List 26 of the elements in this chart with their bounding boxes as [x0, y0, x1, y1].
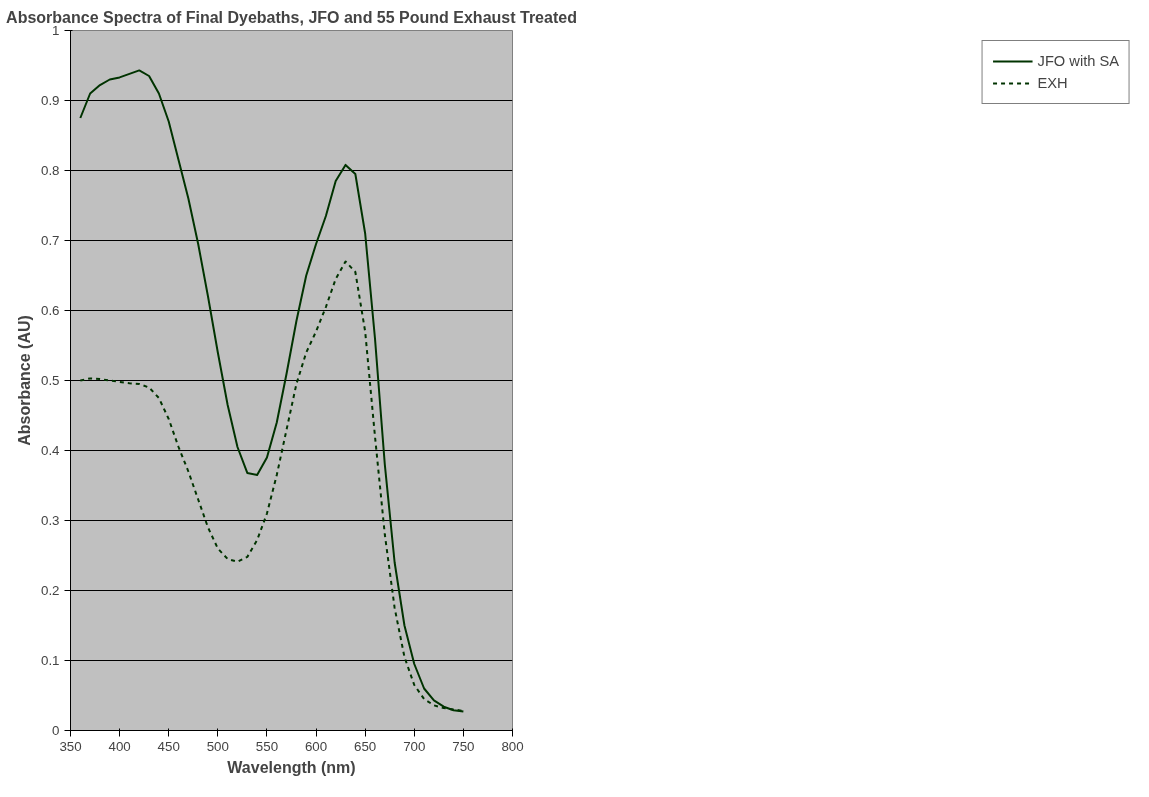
y-tick-label: 0.2	[40, 583, 60, 598]
y-tick-label: 0.9	[40, 93, 60, 108]
x-tick-label: 500	[206, 738, 229, 754]
x-tick-label: 450	[157, 738, 180, 754]
x-tick-label: 600	[304, 738, 328, 754]
x-axis-title: Wavelength (nm)	[227, 758, 356, 776]
y-tick-label: 0.4	[40, 443, 61, 458]
y-tick-label: 0.8	[40, 163, 60, 178]
legend-label: EXH	[1037, 75, 1068, 91]
x-tick-label: 550	[255, 738, 279, 754]
y-tick-label: 0.6	[40, 303, 60, 318]
y-tick-label: 0	[52, 723, 60, 738]
y-tick-label: 0.3	[40, 513, 60, 528]
x-tick-label: 800	[501, 738, 524, 754]
y-tick-label: 0.5	[40, 373, 60, 388]
x-tick-label: 650	[354, 738, 377, 754]
x-tick-label: 700	[403, 738, 426, 754]
legend-label: JFO with SA	[1037, 53, 1119, 69]
y-tick-label: 0.7	[40, 233, 60, 248]
x-tick-label: 400	[108, 738, 131, 754]
chart-title: Absorbance Spectra of Final Dyebaths, JFO and 55 Pound Exhaust Treated	[6, 8, 577, 26]
x-tick-label: 350	[59, 738, 82, 754]
y-tick-label: 0.1	[40, 653, 60, 668]
x-tick-label: 750	[452, 738, 475, 754]
y-tick-label: 1	[52, 23, 60, 38]
y-axis-title: Absorbance (AU)	[15, 315, 33, 446]
